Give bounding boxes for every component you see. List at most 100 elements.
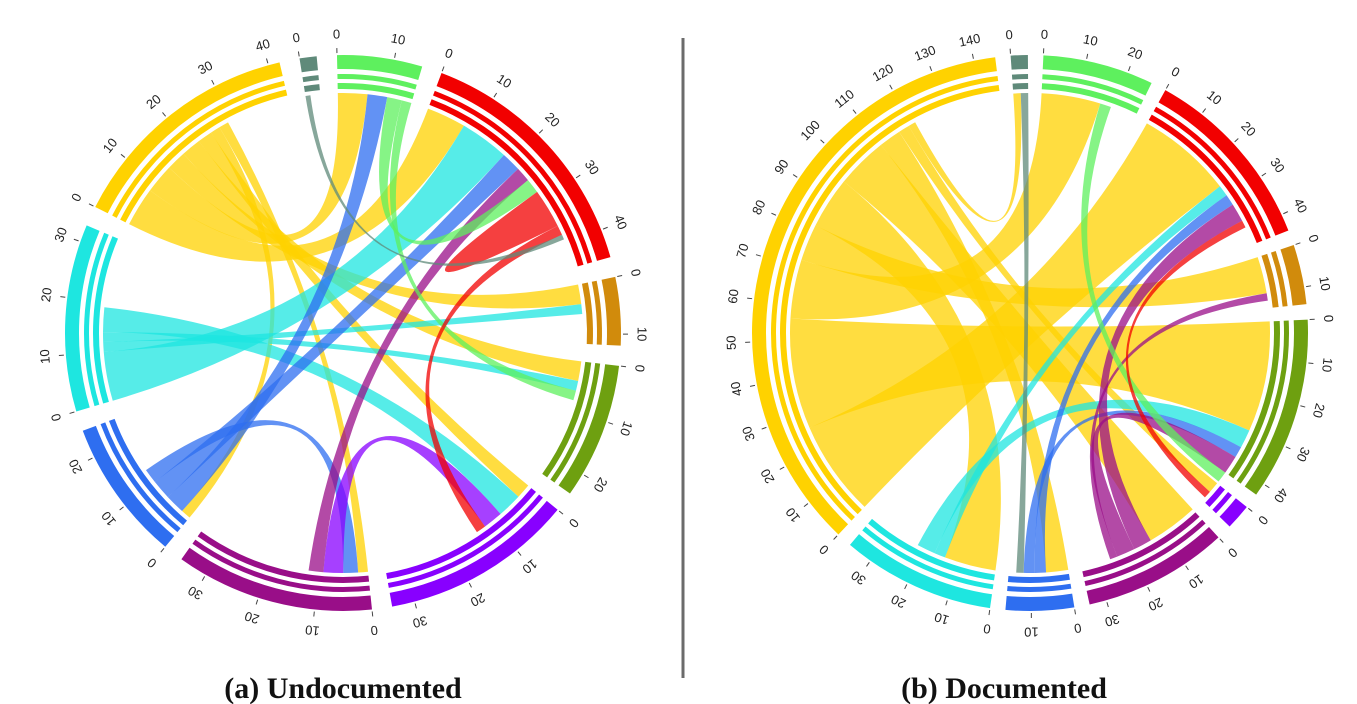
sector-arc-gray bbox=[299, 56, 318, 73]
tick-yellow-30 bbox=[211, 79, 215, 85]
tick-label-yellow-0: 0 bbox=[68, 191, 85, 204]
tick-cyan-20 bbox=[60, 296, 66, 298]
tick-label-purple-0: 0 bbox=[370, 623, 379, 639]
sector-band-outer-green bbox=[337, 74, 417, 90]
panel-undocumented: 0 0 10 0 10 20 30 40 0 10 0 10 20 0 10 20 30 0 10 20 30 0 10 20… bbox=[37, 26, 650, 638]
tick-label-purple-0: 0 bbox=[1225, 545, 1240, 561]
chord-yellow-orange bbox=[169, 153, 582, 309]
tick-label-olive-0: 0 bbox=[632, 364, 648, 373]
tick-label-green-10: 10 bbox=[1082, 31, 1099, 49]
sector-arc-cyan bbox=[849, 534, 993, 609]
tick-label-yellow-90: 90 bbox=[771, 157, 792, 177]
sector-arc-blue bbox=[1005, 593, 1075, 611]
sector-arc-blue bbox=[82, 425, 175, 547]
caption-documented: (b) Documented bbox=[901, 672, 1107, 704]
tick-green-10 bbox=[394, 52, 397, 58]
tick-label-red-40: 40 bbox=[1291, 196, 1311, 215]
tick-label-orange-10: 10 bbox=[1316, 275, 1333, 292]
chord-cyan-violet bbox=[103, 307, 519, 515]
tick-label-purple-30: 30 bbox=[1103, 611, 1121, 629]
sector-band-inner-olive bbox=[542, 361, 592, 478]
tick-label-green-0: 0 bbox=[333, 26, 341, 41]
tick-label-red-30: 30 bbox=[1267, 155, 1288, 175]
tick-yellow-40 bbox=[749, 384, 756, 387]
tick-label-yellow-10: 10 bbox=[782, 505, 803, 526]
tick-label-purple-30: 30 bbox=[185, 583, 205, 603]
tick-label-green-0: 0 bbox=[1040, 27, 1048, 42]
tick-label-cyan-20: 20 bbox=[889, 592, 909, 612]
tick-violet-20 bbox=[468, 582, 472, 588]
sector-band-inner-orange bbox=[1261, 253, 1279, 308]
sector-band-outer-violet bbox=[1212, 492, 1232, 514]
sector-band-outer-orange bbox=[1270, 251, 1288, 307]
tick-yellow-80 bbox=[771, 212, 777, 216]
tick-label-yellow-50: 50 bbox=[723, 335, 738, 350]
sector-band-inner-olive bbox=[1228, 320, 1280, 479]
sector-arc-yellow bbox=[95, 62, 283, 214]
tick-label-yellow-20: 20 bbox=[143, 91, 164, 112]
tick-label-cyan-0: 0 bbox=[982, 621, 991, 637]
chord-links bbox=[103, 93, 583, 573]
tick-label-purple-10: 10 bbox=[304, 622, 320, 638]
tick-label-red-20: 20 bbox=[1238, 119, 1259, 140]
tick-label-cyan-30: 30 bbox=[848, 568, 868, 589]
tick-purple-20 bbox=[1147, 586, 1151, 592]
tick-label-violet-0: 0 bbox=[1255, 513, 1271, 528]
sector-arc-red bbox=[1158, 90, 1289, 236]
tick-violet-10 bbox=[517, 551, 522, 556]
tick-yellow-0 bbox=[833, 535, 838, 540]
tick-label-purple-20: 20 bbox=[1146, 594, 1165, 614]
tick-label-red-0: 0 bbox=[443, 45, 455, 62]
sector-band-outer-gray bbox=[1011, 74, 1029, 80]
tick-yellow-60 bbox=[747, 297, 753, 300]
tick-label-yellow-30: 30 bbox=[739, 424, 758, 443]
tick-cyan-20 bbox=[904, 584, 908, 590]
tick-label-olive-10: 10 bbox=[1319, 357, 1335, 373]
tick-orange-0 bbox=[1295, 242, 1301, 245]
sector-band-inner-orange bbox=[581, 282, 593, 345]
tick-orange-10 bbox=[1306, 285, 1312, 288]
chord-yellow-gray bbox=[908, 93, 1022, 222]
tick-yellow-10 bbox=[803, 503, 809, 507]
tick-label-yellow-100: 100 bbox=[797, 117, 823, 143]
tick-yellow-40 bbox=[266, 58, 269, 64]
tick-red-30 bbox=[575, 174, 581, 179]
tick-yellow-120 bbox=[889, 84, 893, 90]
tick-label-cyan-0: 0 bbox=[48, 412, 64, 423]
tick-label-violet-10: 10 bbox=[520, 556, 541, 577]
tick-label-violet-30: 30 bbox=[411, 613, 429, 631]
sector-arc-purple bbox=[1086, 527, 1219, 605]
sector-band-inner-violet bbox=[1205, 485, 1225, 508]
tick-green-10 bbox=[1086, 53, 1089, 59]
tick-blue-20 bbox=[87, 457, 93, 461]
sector-band-outer-olive bbox=[550, 363, 601, 483]
chord-yellow-red bbox=[129, 108, 464, 262]
sector-band-inner-cyan bbox=[92, 236, 119, 404]
tick-yellow-10 bbox=[120, 153, 126, 158]
tick-cyan-30 bbox=[866, 562, 870, 567]
tick-label-yellow-20: 20 bbox=[757, 466, 777, 486]
tick-yellow-100 bbox=[820, 139, 825, 144]
tick-yellow-130 bbox=[929, 65, 933, 72]
tick-label-yellow-0: 0 bbox=[816, 542, 832, 558]
tick-label-cyan-20: 20 bbox=[38, 287, 55, 303]
tick-green-20 bbox=[1128, 66, 1131, 72]
chord-cyan-red bbox=[103, 125, 504, 401]
tick-label-yellow-120: 120 bbox=[870, 61, 896, 85]
tick-purple-0 bbox=[1219, 538, 1224, 543]
chord-blue-green bbox=[167, 94, 388, 512]
sector-band-outer-blue bbox=[100, 422, 181, 533]
sector-arc-red bbox=[436, 73, 611, 261]
tick-label-yellow-110: 110 bbox=[831, 86, 857, 111]
chord-yellow-violet bbox=[198, 132, 529, 497]
sector-arc-purple bbox=[181, 547, 372, 611]
chord-yellow-olive bbox=[183, 141, 582, 382]
tick-cyan-30 bbox=[73, 238, 79, 242]
tick-label-blue-10: 10 bbox=[1024, 625, 1039, 640]
tick-red-10 bbox=[1202, 108, 1207, 113]
tick-label-red-10: 10 bbox=[1204, 87, 1225, 108]
tick-label-cyan-10: 10 bbox=[933, 609, 951, 628]
tick-label-yellow-60: 60 bbox=[725, 288, 742, 304]
tick-cyan-0 bbox=[988, 610, 991, 616]
sector-arc-yellow bbox=[751, 57, 997, 535]
